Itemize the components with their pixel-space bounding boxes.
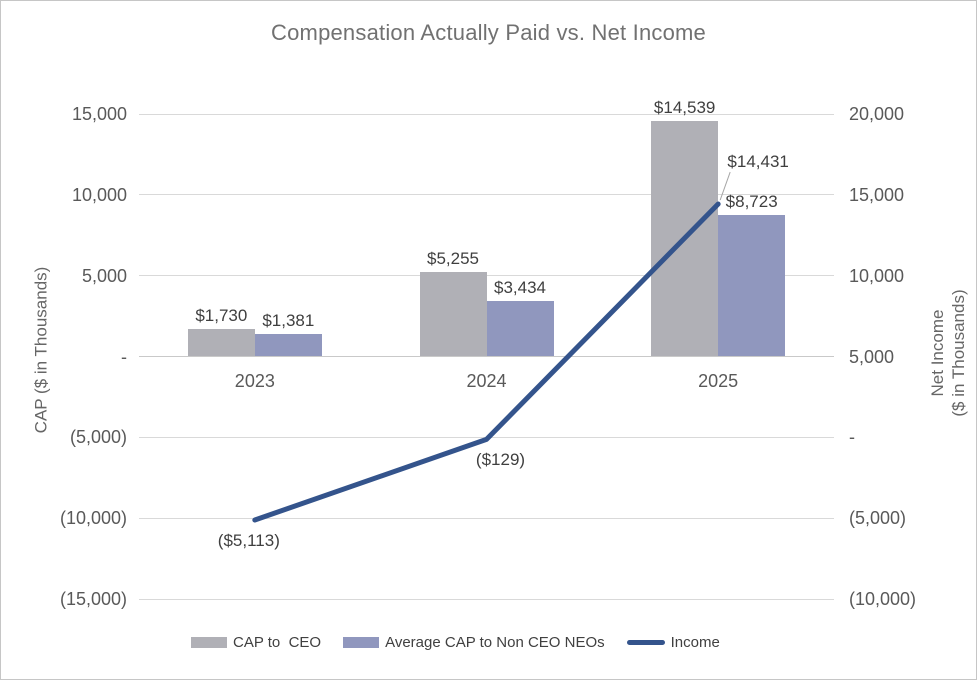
- legend: CAP to CEO Average CAP to Non CEO NEOs I…: [191, 631, 720, 653]
- gridline: [139, 598, 834, 600]
- chart-title: Compensation Actually Paid vs. Net Incom…: [271, 20, 706, 45]
- bar-value-label: $1,381: [262, 311, 315, 331]
- right-axis-tick: (5,000): [849, 508, 907, 529]
- legend-swatch-non-ceo-neos-icon: [343, 636, 380, 648]
- category-label: 2024: [466, 370, 507, 391]
- left-axis-tick: 5,000: [81, 265, 127, 286]
- line-value-label: ($5,113): [217, 530, 280, 550]
- left-axis-tick: 10,000: [71, 184, 127, 205]
- right-axis-tick: 10,000: [849, 265, 905, 286]
- gridline: [139, 436, 834, 438]
- bar-value-label: $3,434: [494, 277, 546, 297]
- bar-non-ceo-neos: [486, 300, 554, 357]
- bar-non-ceo-neos: [718, 215, 786, 357]
- legend-item-income: Income: [626, 633, 720, 651]
- bar-non-ceo-neos: [254, 334, 322, 357]
- legend-item-cap-ceo: CAP to CEO: [191, 634, 321, 651]
- gridline: [139, 113, 834, 115]
- legend-item-non-ceo-neos: Average CAP to Non CEO NEOs: [343, 634, 605, 651]
- right-axis-tick: -: [849, 427, 855, 448]
- right-axis-tick: 20,000: [849, 104, 905, 124]
- left-axis-tick: (5,000): [69, 427, 127, 448]
- left-axis-tick: (10,000): [59, 508, 127, 529]
- left-axis-tick: -: [121, 346, 127, 367]
- legend-label-cap-ceo: CAP to CEO: [233, 633, 322, 651]
- income-line: [252, 201, 721, 523]
- bar-value-label: $5,255: [427, 248, 479, 268]
- legend-label-income: Income: [670, 633, 720, 651]
- right-axis-title-line2: ($ in Thousands): [949, 289, 968, 417]
- line-value-label: $14,431: [727, 152, 789, 172]
- bar-cap-ceo: [651, 121, 719, 357]
- left-axis-tick: 15,000: [71, 104, 127, 124]
- category-label: 2023: [234, 370, 275, 391]
- right-axis-tick: (10,000): [849, 589, 917, 609]
- right-axis-tick: 15,000: [849, 184, 905, 205]
- bar-value-label: $14,539: [653, 98, 716, 118]
- gridline: [139, 194, 834, 196]
- line-value-label: ($129): [475, 450, 526, 470]
- bar-value-label: $8,723: [725, 192, 778, 212]
- left-axis-tick: (15,000): [59, 589, 127, 609]
- legend-label-non-ceo-neos: Average CAP to Non CEO NEOs: [385, 633, 605, 651]
- category-label: 2025: [698, 370, 739, 391]
- right-axis-tick: 5,000: [849, 346, 895, 367]
- bar-value-label: $1,730: [195, 305, 248, 325]
- bar-cap-ceo: [187, 328, 255, 357]
- legend-swatch-income-line-icon: [626, 639, 665, 645]
- gridline: [139, 517, 834, 519]
- legend-swatch-cap-ceo-icon: [191, 636, 227, 648]
- bar-cap-ceo: [419, 271, 487, 357]
